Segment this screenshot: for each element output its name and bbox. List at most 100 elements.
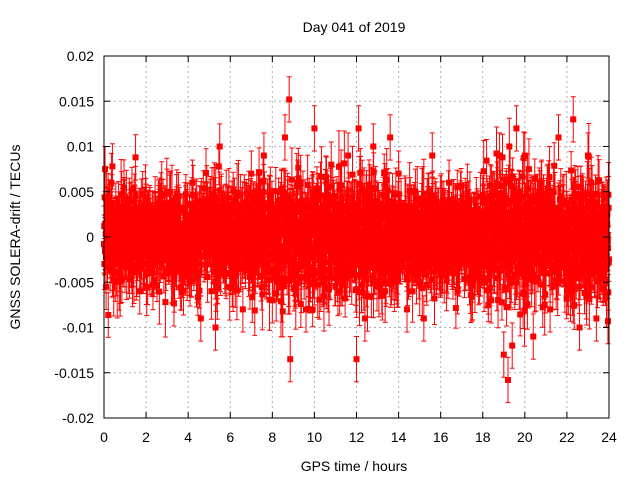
data-point bbox=[245, 265, 252, 272]
data-point bbox=[175, 193, 182, 200]
data-point bbox=[196, 287, 203, 294]
data-point bbox=[251, 307, 258, 314]
data-point bbox=[157, 200, 164, 207]
data-point bbox=[278, 298, 285, 305]
data-point bbox=[169, 197, 176, 204]
data-point bbox=[338, 237, 345, 244]
data-point bbox=[215, 163, 222, 170]
data-point bbox=[322, 275, 329, 282]
data-point bbox=[326, 217, 333, 224]
data-point bbox=[305, 272, 312, 279]
data-point bbox=[334, 210, 341, 217]
data-point bbox=[266, 277, 273, 284]
data-point bbox=[259, 291, 266, 298]
data-point bbox=[178, 240, 185, 247]
data-point bbox=[297, 237, 304, 244]
data-point bbox=[286, 276, 293, 283]
data-point bbox=[200, 185, 207, 192]
data-point bbox=[299, 200, 306, 207]
data-point bbox=[116, 254, 123, 261]
data-point bbox=[280, 283, 287, 290]
data-point bbox=[299, 260, 306, 267]
data-point bbox=[171, 272, 178, 279]
data-point bbox=[204, 274, 211, 281]
data-point bbox=[162, 200, 169, 207]
data-point bbox=[246, 273, 253, 280]
data-point bbox=[118, 276, 125, 283]
data-point bbox=[257, 194, 264, 201]
data-point bbox=[341, 160, 348, 167]
data-point bbox=[232, 272, 239, 279]
data-point bbox=[128, 186, 135, 193]
data-point bbox=[292, 291, 299, 298]
data-point bbox=[190, 192, 197, 199]
data-point bbox=[338, 182, 345, 189]
data-point bbox=[137, 214, 144, 221]
data-point bbox=[242, 199, 249, 206]
data-point bbox=[315, 187, 322, 194]
data-point bbox=[108, 179, 115, 186]
data-point bbox=[202, 245, 209, 252]
data-point bbox=[148, 265, 155, 272]
data-point bbox=[309, 306, 316, 313]
data-point bbox=[272, 188, 279, 195]
data-point bbox=[158, 192, 165, 199]
data-point bbox=[297, 301, 304, 308]
data-point bbox=[274, 278, 281, 285]
data-point bbox=[312, 267, 319, 274]
data-point bbox=[271, 265, 278, 272]
data-point bbox=[207, 199, 214, 206]
data-point bbox=[273, 275, 280, 282]
data-point bbox=[279, 308, 286, 315]
data-point bbox=[295, 175, 302, 182]
data-point bbox=[294, 279, 301, 286]
data-point bbox=[105, 312, 112, 319]
data-point bbox=[203, 198, 210, 205]
data-point bbox=[276, 265, 283, 272]
data-point bbox=[167, 202, 174, 209]
data-point bbox=[263, 218, 270, 225]
data-point bbox=[258, 284, 265, 291]
data-point bbox=[322, 173, 329, 180]
data-point bbox=[182, 191, 189, 198]
data-point bbox=[310, 195, 317, 202]
data-point bbox=[338, 277, 345, 284]
data-point bbox=[312, 270, 319, 277]
data-point bbox=[250, 205, 257, 212]
data-point bbox=[197, 261, 204, 268]
data-point bbox=[235, 192, 242, 199]
data-point bbox=[288, 176, 295, 183]
data-point bbox=[154, 282, 161, 289]
data-point bbox=[317, 192, 324, 199]
data-point bbox=[325, 211, 332, 218]
data-point bbox=[285, 231, 292, 238]
data-point bbox=[335, 163, 342, 170]
data-point bbox=[323, 179, 330, 186]
data-point bbox=[193, 274, 200, 281]
data-point bbox=[253, 197, 260, 204]
data-point bbox=[301, 224, 308, 231]
data-point bbox=[106, 217, 113, 224]
data-point bbox=[285, 192, 292, 199]
data-point bbox=[208, 288, 215, 295]
data-point bbox=[216, 256, 223, 263]
data-point bbox=[144, 284, 151, 291]
data-point bbox=[298, 274, 305, 281]
data-point bbox=[110, 277, 117, 284]
data-point bbox=[203, 169, 210, 176]
data-point bbox=[331, 221, 338, 228]
data-point bbox=[329, 197, 336, 204]
data-point bbox=[291, 285, 298, 292]
data-point bbox=[337, 186, 344, 193]
data-point bbox=[279, 275, 286, 282]
data-point bbox=[162, 299, 169, 306]
data-point bbox=[128, 257, 135, 264]
data-point bbox=[260, 189, 267, 196]
data-point bbox=[156, 288, 163, 295]
data-point bbox=[260, 178, 267, 185]
data-point bbox=[211, 241, 218, 248]
data-point bbox=[248, 239, 255, 246]
data-point bbox=[128, 211, 135, 218]
data-point bbox=[133, 269, 140, 276]
